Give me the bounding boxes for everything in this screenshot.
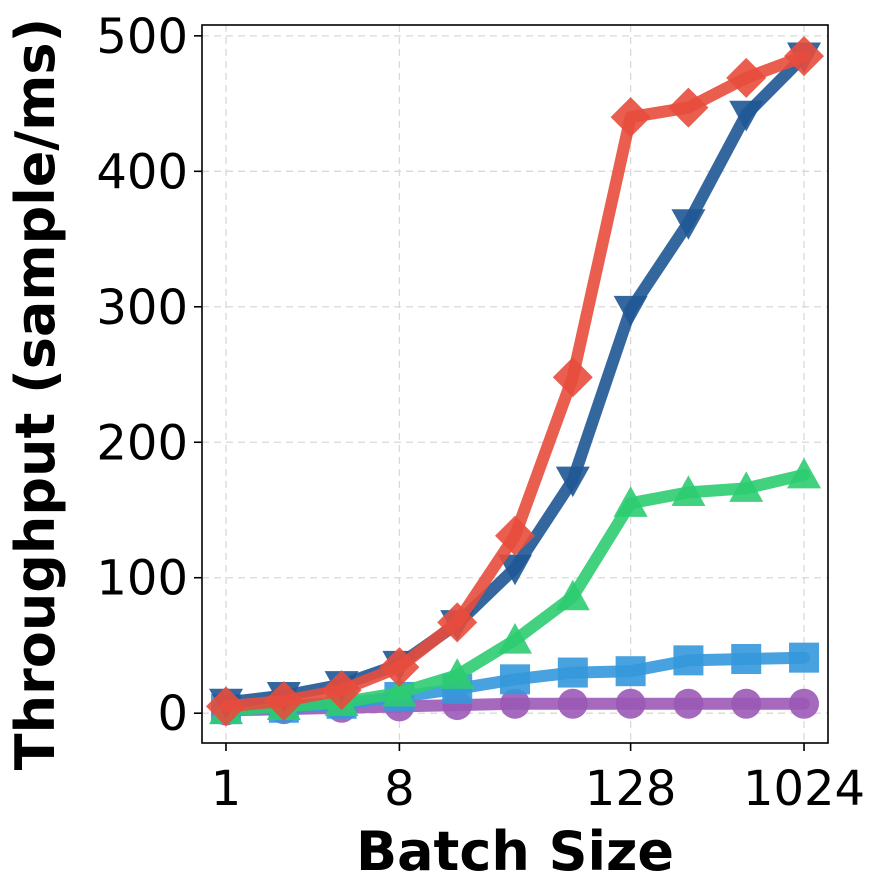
triangle-down-marker xyxy=(498,554,533,586)
diamond-marker xyxy=(610,97,651,138)
circle-marker xyxy=(731,688,762,719)
triangle-up-marker xyxy=(787,457,822,489)
square-marker xyxy=(557,657,588,688)
diamond-marker xyxy=(205,686,246,727)
triangle-up-marker xyxy=(440,658,475,689)
y-tick-label: 100 xyxy=(96,551,188,607)
y-tick-label: 200 xyxy=(96,415,188,471)
y-tick-label: 500 xyxy=(96,9,188,65)
triangle-down-marker xyxy=(671,209,706,240)
diamond-marker xyxy=(726,57,767,98)
triangle-down-marker xyxy=(729,100,764,132)
triangle-up-marker xyxy=(671,475,706,506)
series-line xyxy=(220,50,810,709)
x-axis-title: Batch Size xyxy=(356,820,674,883)
square-marker xyxy=(789,642,820,673)
square-marker xyxy=(673,645,704,676)
y-tick-label: 0 xyxy=(157,686,188,742)
series-navy-triangle-down xyxy=(208,42,822,720)
diamond-marker xyxy=(552,357,593,398)
series-layer xyxy=(205,36,825,727)
circle-marker xyxy=(789,688,820,719)
diamond-marker xyxy=(437,602,478,643)
x-tick-label: 128 xyxy=(585,761,677,817)
plot-frame xyxy=(201,24,829,744)
y-axis-title: Throughput (sample/ms) xyxy=(4,18,67,770)
diamond-marker xyxy=(668,87,709,128)
series-line xyxy=(220,50,810,713)
diamond-marker xyxy=(495,515,536,556)
triangle-up-marker xyxy=(498,623,533,654)
square-marker xyxy=(615,656,646,687)
diamond-marker xyxy=(321,670,362,711)
x-tick-label: 1 xyxy=(211,761,242,817)
y-tick-label: 300 xyxy=(96,280,188,336)
series-red-diamond xyxy=(205,36,825,727)
axis-ticks: 1 8 128 1024 0 100 200 300 400 500 xyxy=(96,9,865,817)
triangle-up-marker xyxy=(729,471,764,502)
circle-marker xyxy=(557,688,588,719)
circle-marker xyxy=(615,688,646,719)
triangle-down-marker xyxy=(555,466,590,498)
diamond-marker xyxy=(263,681,304,722)
triangle-up-marker xyxy=(382,675,417,707)
circle-marker xyxy=(500,688,531,719)
triangle-down-marker xyxy=(613,295,648,327)
circle-marker xyxy=(673,688,704,719)
diamond-marker xyxy=(379,647,420,688)
y-tick-label: 400 xyxy=(96,144,188,200)
x-tick-label: 8 xyxy=(384,761,415,817)
triangle-up-marker xyxy=(613,486,648,517)
diamond-marker xyxy=(784,36,825,77)
x-tick-label: 1024 xyxy=(743,761,865,817)
triangle-up-marker xyxy=(555,579,590,611)
square-marker xyxy=(731,644,762,675)
square-marker xyxy=(500,664,531,695)
